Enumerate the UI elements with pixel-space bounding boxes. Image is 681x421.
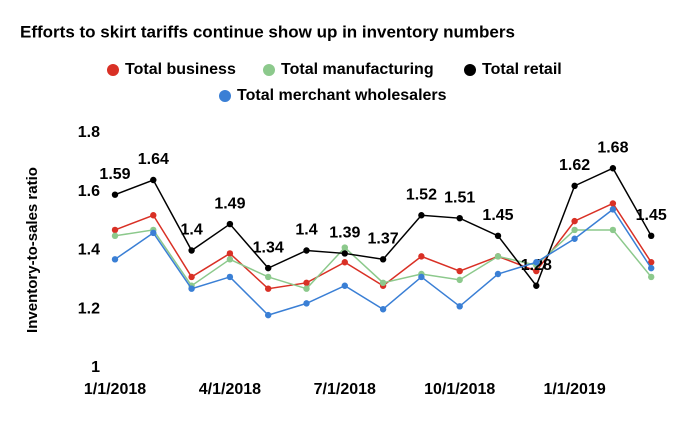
x-tick-label: 7/1/2018 [314, 381, 376, 398]
data-point [418, 212, 425, 219]
data-point [456, 267, 463, 275]
data-label: 1.64 [138, 151, 169, 168]
legend-marker [263, 64, 275, 76]
data-point [341, 259, 348, 266]
data-point [648, 273, 655, 281]
data-point [533, 282, 540, 289]
y-tick-label: 1.6 [78, 183, 100, 200]
data-point [341, 250, 348, 257]
data-point [379, 256, 387, 263]
data-point [609, 226, 617, 234]
data-label: 1.45 [482, 207, 513, 224]
data-label: 1.39 [329, 225, 360, 242]
data-point [111, 232, 119, 240]
data-point [418, 273, 425, 281]
legend-label: Total business [125, 61, 236, 78]
data-point [265, 311, 272, 319]
data-point [303, 279, 310, 287]
data-point [188, 273, 195, 281]
data-point [226, 256, 234, 263]
data-point [303, 300, 310, 307]
data-point [648, 232, 655, 240]
data-point [150, 176, 157, 184]
x-tick-label: 1/1/2018 [84, 381, 146, 398]
data-label: 1.4 [295, 222, 317, 239]
data-point [648, 264, 655, 272]
data-label: 1.49 [214, 195, 245, 212]
data-label: 1.52 [406, 186, 437, 203]
chart-title: Efforts to skirt tariffs continue show u… [20, 22, 515, 41]
y-tick-label: 1.4 [78, 242, 100, 259]
data-label: 1.45 [636, 207, 667, 224]
data-point [111, 226, 119, 234]
data-point [111, 191, 119, 198]
data-point [226, 220, 234, 228]
data-point [379, 306, 387, 313]
data-point [456, 303, 463, 310]
y-tick-label: 1.2 [78, 300, 100, 317]
data-point [494, 232, 502, 240]
data-point [609, 206, 617, 213]
legend-label: Total retail [482, 61, 562, 78]
x-tick-label: 4/1/2018 [199, 381, 261, 398]
data-point [150, 229, 157, 237]
legend-marker [107, 64, 119, 76]
data-point [188, 247, 195, 254]
y-axis-label: Inventory-to-sales ratio [24, 167, 41, 333]
data-point [571, 182, 578, 190]
data-point [303, 247, 310, 254]
legend-label: Total merchant wholesalers [237, 87, 447, 104]
data-label: 1.37 [368, 231, 399, 248]
data-point [418, 253, 425, 260]
data-point [226, 273, 234, 281]
data-point [571, 235, 578, 242]
data-point [265, 285, 272, 292]
data-point [188, 285, 195, 292]
x-tick-label: 10/1/2018 [424, 381, 495, 398]
data-point [150, 212, 157, 219]
data-point [609, 165, 617, 172]
data-label: 1.59 [99, 166, 130, 183]
x-tick-label: 1/1/2019 [543, 381, 605, 398]
data-point [648, 259, 655, 266]
data-label: 1.4 [180, 222, 202, 239]
data-point [571, 226, 578, 234]
data-point [111, 256, 119, 263]
data-point [494, 253, 502, 260]
data-point [341, 244, 348, 251]
data-point [303, 285, 310, 292]
y-tick-label: 1.8 [78, 124, 100, 141]
data-point [456, 214, 463, 222]
data-point [265, 273, 272, 281]
data-point [533, 267, 540, 275]
data-point [609, 200, 617, 207]
data-label: 1.62 [559, 157, 590, 174]
data-label: 1.51 [444, 189, 475, 206]
legend-marker [219, 90, 231, 102]
data-label: 1.68 [597, 139, 628, 156]
data-point [456, 276, 463, 284]
data-point [341, 282, 348, 289]
data-point [379, 279, 387, 287]
data-point [533, 259, 540, 266]
data-point [571, 217, 578, 225]
data-point [265, 264, 272, 272]
data-label: 1.34 [253, 239, 284, 256]
data-point [226, 250, 234, 257]
legend-marker [464, 64, 476, 76]
y-tick-label: 1 [91, 359, 100, 376]
legend-label: Total manufacturing [281, 61, 434, 78]
data-label: 1.28 [521, 257, 552, 274]
data-point [494, 270, 502, 278]
